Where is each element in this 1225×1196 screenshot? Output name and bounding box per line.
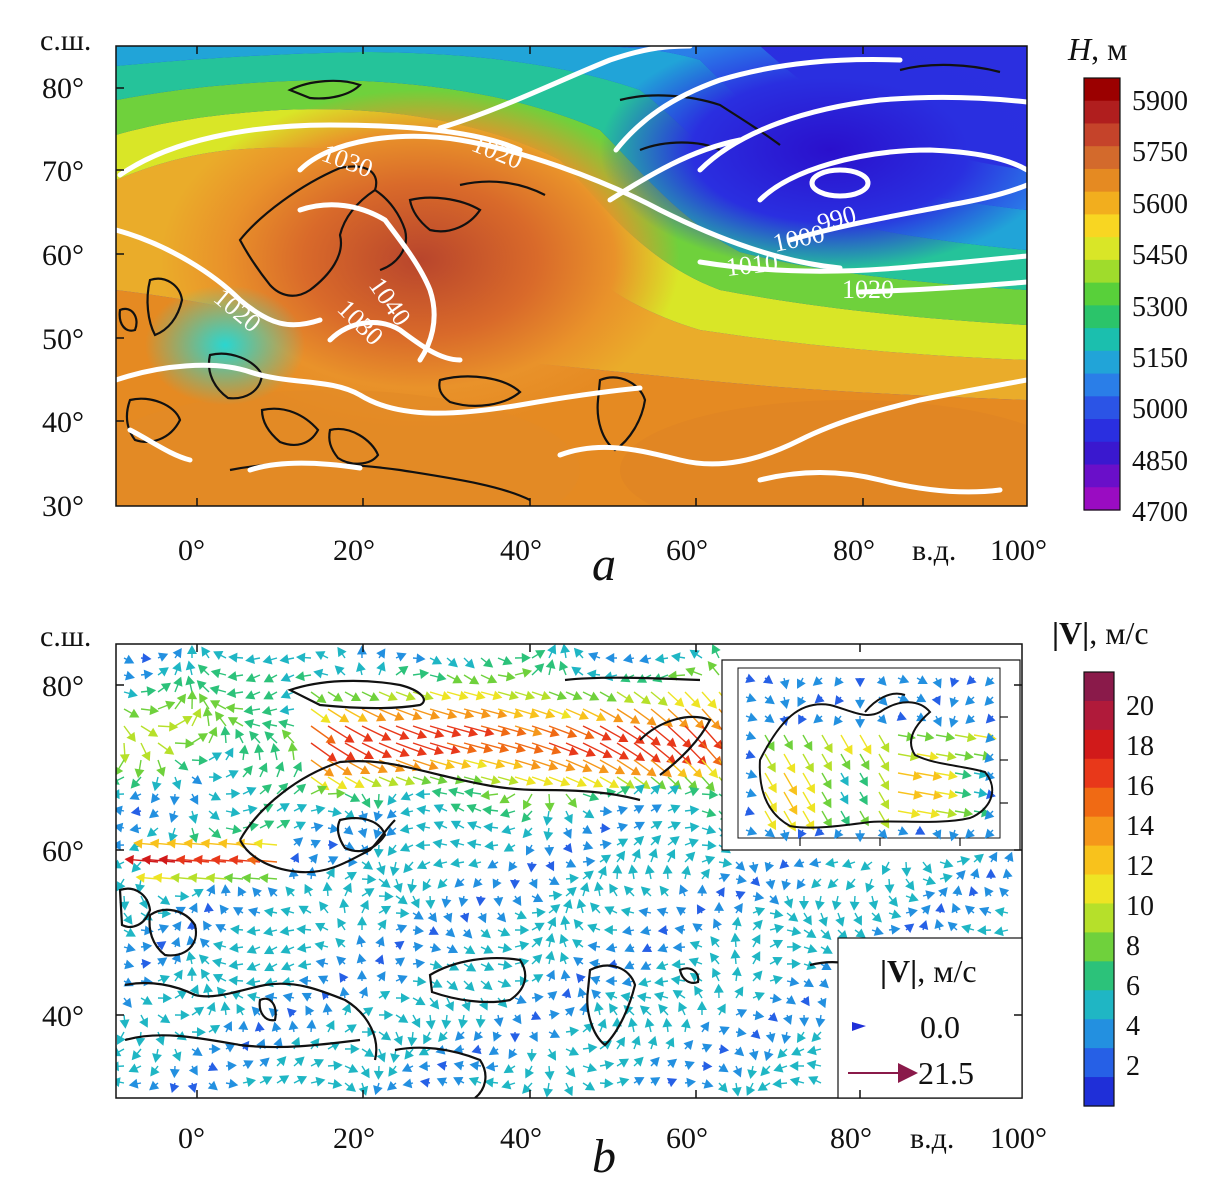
- lon-tick: 60°: [666, 1122, 708, 1155]
- colorbar-label: 14: [1126, 811, 1154, 842]
- lat-tick: 70°: [42, 155, 84, 188]
- colorbar-swatch: [1084, 123, 1120, 146]
- panel-letter: a: [592, 538, 616, 591]
- legend-title: |V|, м/с: [880, 953, 977, 989]
- colorbar-swatch: [1084, 374, 1120, 397]
- colorbar-swatch: [1084, 1077, 1114, 1107]
- colorbar-swatch: [1084, 260, 1120, 283]
- colorbar-swatch: [1084, 237, 1120, 260]
- colorbar-label: 6: [1126, 971, 1140, 1002]
- colorbar-label: 16: [1126, 771, 1154, 802]
- lon-unit-label: в.д.: [910, 1122, 954, 1155]
- lon-tick: 20°: [333, 534, 375, 567]
- colorbar-swatch: [1084, 328, 1120, 351]
- lat-unit-label: с.ш.: [40, 24, 91, 57]
- lat-tick: 40°: [42, 1000, 84, 1033]
- lat-unit-label: с.ш.: [40, 620, 91, 653]
- lon-tick: 60°: [666, 534, 708, 567]
- lat-tick: 60°: [42, 835, 84, 868]
- lon-tick: 0°: [178, 534, 205, 567]
- colorbar-swatch: [1084, 283, 1120, 306]
- colorbar-label: 5000: [1132, 394, 1188, 425]
- colorbar-swatch: [1084, 146, 1120, 169]
- colorbar-label: 8: [1126, 931, 1140, 962]
- colorbar-swatch: [1084, 730, 1114, 760]
- legend-max-value: 21.5: [918, 1055, 974, 1091]
- lon-tick: 40°: [500, 1122, 542, 1155]
- lat-tick: 80°: [42, 72, 84, 105]
- colorbar-swatch: [1084, 305, 1120, 328]
- colorbar-swatch: [1084, 759, 1114, 789]
- colorbar-title: H, м: [1067, 31, 1127, 67]
- lat-tick: 30°: [42, 490, 84, 523]
- colorbar-swatch: [1084, 465, 1120, 488]
- lat-tick: 40°: [42, 406, 84, 439]
- vector-legend: |V|, м/с 0.0 21.5: [838, 938, 1022, 1098]
- colorbar-label: 2: [1126, 1051, 1140, 1082]
- colorbar-label: 5600: [1132, 189, 1188, 220]
- colorbar-swatch: [1084, 442, 1120, 465]
- isobar-label: 1020: [842, 275, 894, 304]
- lon-tick: 0°: [178, 1122, 205, 1155]
- lon-tick: 20°: [333, 1122, 375, 1155]
- legend-min-value: 0.0: [920, 1009, 960, 1045]
- colorbar-swatch: [1084, 487, 1120, 510]
- colorbar-label: 5900: [1132, 86, 1188, 117]
- colorbar-label: 12: [1126, 851, 1154, 882]
- colorbar-swatch: [1084, 672, 1114, 702]
- colorbar-label: 4700: [1132, 497, 1188, 528]
- colorbar-label: 5750: [1132, 137, 1188, 168]
- colorbar-swatch: [1084, 169, 1120, 192]
- colorbar-swatch: [1084, 396, 1120, 419]
- lon-tick: 80°: [830, 1122, 872, 1155]
- colorbar-swatch: [1084, 1019, 1114, 1049]
- colorbar-label: 5450: [1132, 240, 1188, 271]
- speed-colorbar: |V|, м/с 20 18 16 14 12 10 8 6 4 2: [1052, 615, 1154, 1107]
- inset-map: [722, 660, 1020, 850]
- colorbar-swatch: [1084, 875, 1114, 905]
- colorbar-swatch: [1084, 903, 1114, 933]
- colorbar-label: 10: [1126, 891, 1154, 922]
- colorbar-label: 18: [1126, 731, 1154, 762]
- colorbar-swatch: [1084, 192, 1120, 215]
- panel-letter: b: [592, 1130, 616, 1183]
- lon-tick: 40°: [500, 534, 542, 567]
- colorbar-label: 4: [1126, 1011, 1140, 1042]
- colorbar-swatch: [1084, 701, 1114, 731]
- colorbar-label: 20: [1126, 691, 1154, 722]
- lon-tick: 100°: [990, 534, 1047, 567]
- lon-unit-label: в.д.: [912, 534, 956, 567]
- colorbar-swatch: [1084, 1048, 1114, 1078]
- lat-tick: 50°: [42, 323, 84, 356]
- lon-tick: 100°: [990, 1122, 1047, 1155]
- colorbar-swatch: [1084, 351, 1120, 374]
- colorbar-swatch: [1084, 101, 1120, 124]
- colorbar-label: 5150: [1132, 343, 1188, 374]
- lat-tick: 60°: [42, 239, 84, 272]
- panel-a-map: 1030 1020 990 1000 1010 1020 1020 1040 1…: [80, 30, 1080, 550]
- lat-tick: 80°: [42, 670, 84, 703]
- colorbar-swatch: [1084, 990, 1114, 1020]
- isobar-label: 1010: [725, 248, 780, 282]
- colorbar-swatch: [1084, 419, 1120, 442]
- colorbar-swatch: [1084, 846, 1114, 876]
- lon-tick: 80°: [833, 534, 875, 567]
- height-colorbar: H, м 5900 5750 5600 5450 5300 5150 5000 …: [1067, 31, 1188, 528]
- colorbar-swatch: [1084, 961, 1114, 991]
- colorbar-label: 4850: [1132, 446, 1188, 477]
- colorbar-swatch: [1084, 817, 1114, 847]
- colorbar-title: |V|, м/с: [1052, 615, 1149, 651]
- colorbar-swatch: [1084, 788, 1114, 818]
- colorbar-swatch: [1084, 78, 1120, 101]
- colorbar-swatch: [1084, 932, 1114, 962]
- colorbar-swatch: [1084, 214, 1120, 237]
- colorbar-label: 5300: [1132, 292, 1188, 323]
